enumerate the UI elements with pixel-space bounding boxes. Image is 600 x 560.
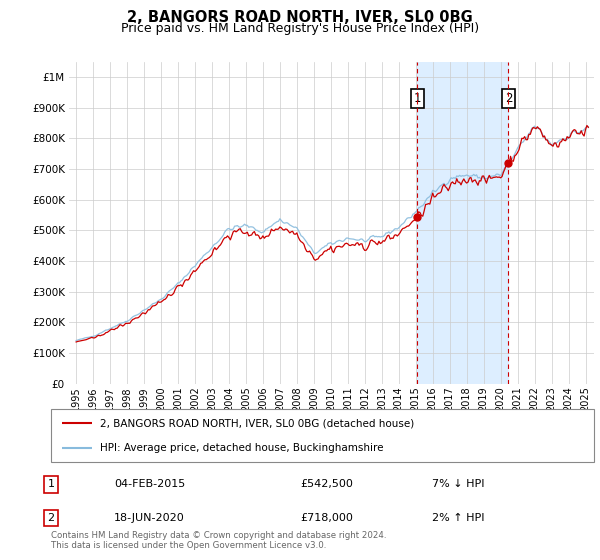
Text: £718,000: £718,000 <box>300 513 353 523</box>
Text: 2: 2 <box>47 513 55 523</box>
Text: 2, BANGORS ROAD NORTH, IVER, SL0 0BG (detached house): 2, BANGORS ROAD NORTH, IVER, SL0 0BG (de… <box>100 418 414 428</box>
Text: 2: 2 <box>505 92 512 105</box>
Text: Price paid vs. HM Land Registry's House Price Index (HPI): Price paid vs. HM Land Registry's House … <box>121 22 479 35</box>
FancyBboxPatch shape <box>51 409 594 462</box>
Text: £542,500: £542,500 <box>300 479 353 489</box>
Text: 1: 1 <box>413 92 421 105</box>
Text: 18-JUN-2020: 18-JUN-2020 <box>114 513 185 523</box>
Text: HPI: Average price, detached house, Buckinghamshire: HPI: Average price, detached house, Buck… <box>100 442 383 452</box>
Text: 04-FEB-2015: 04-FEB-2015 <box>114 479 185 489</box>
Text: 2% ↑ HPI: 2% ↑ HPI <box>432 513 485 523</box>
Text: Contains HM Land Registry data © Crown copyright and database right 2024.
This d: Contains HM Land Registry data © Crown c… <box>51 530 386 550</box>
Text: 2, BANGORS ROAD NORTH, IVER, SL0 0BG: 2, BANGORS ROAD NORTH, IVER, SL0 0BG <box>127 10 473 25</box>
Text: 1: 1 <box>47 479 55 489</box>
Text: 7% ↓ HPI: 7% ↓ HPI <box>432 479 485 489</box>
Bar <box>417 62 508 384</box>
